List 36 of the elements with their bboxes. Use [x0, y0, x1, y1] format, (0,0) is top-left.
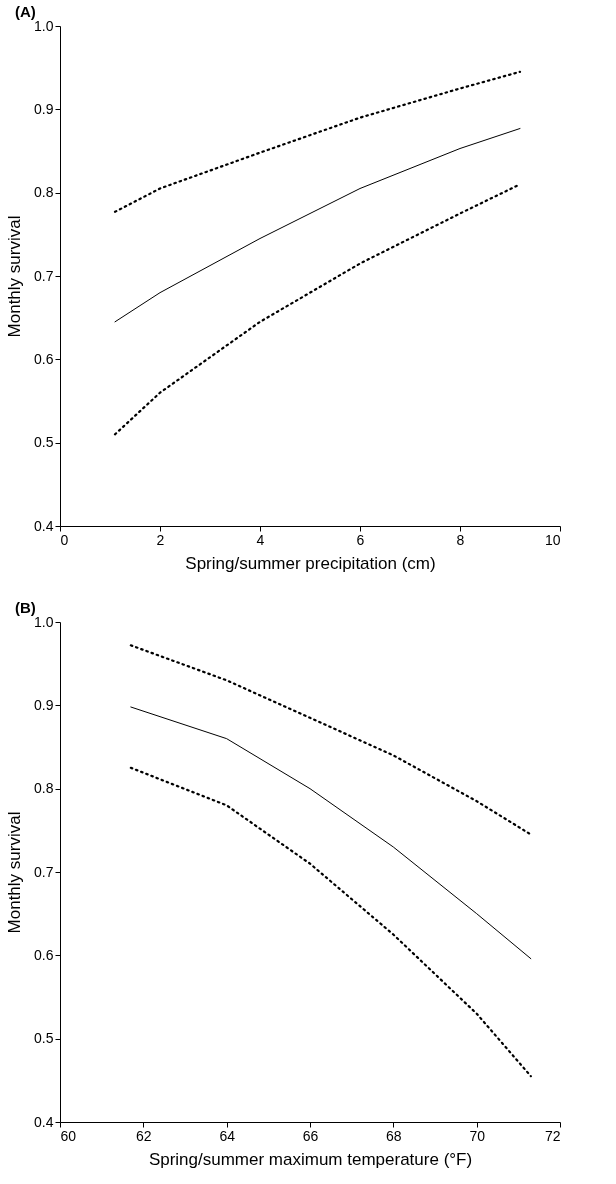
x-tick-label: 8	[456, 531, 465, 548]
x-tick-label: 6	[356, 531, 365, 548]
y-tick-label: 0.4	[34, 517, 54, 534]
line-series	[114, 128, 521, 323]
y-tick-label: 0.6	[34, 350, 54, 367]
x-tick-label: 2	[156, 531, 165, 548]
x-tick-label: 70	[469, 1127, 486, 1144]
x-axis-title: Spring/summer maximum temperature (°F)	[148, 1149, 473, 1169]
x-tick-label: 62	[136, 1127, 152, 1144]
y-tick-label: 0.9	[34, 100, 54, 117]
x-tick-label: 60	[60, 1127, 77, 1144]
y-axis-title: Monthly survival	[5, 215, 25, 338]
y-tick-label: 0.7	[34, 267, 54, 284]
line-series	[130, 706, 532, 960]
y-tick-label: 0.8	[34, 780, 54, 797]
y-tick-label: 0.7	[34, 863, 54, 880]
line-series	[113, 70, 522, 213]
x-tick-label: 4	[256, 531, 265, 548]
y-axis-title: Monthly survival	[5, 811, 25, 934]
x-tick-label: 10	[544, 531, 561, 548]
y-tick-label: 0.4	[34, 1113, 54, 1130]
x-axis-title: Spring/summer precipitation (cm)	[185, 553, 436, 573]
x-tick-label: 0	[60, 531, 69, 548]
line-series	[129, 644, 532, 836]
line-series	[129, 766, 532, 1078]
chart-title: (A)	[15, 3, 36, 20]
x-tick-label: 64	[219, 1127, 236, 1144]
chart-title: (B)	[15, 599, 36, 616]
y-tick-label: 0.5	[34, 1030, 54, 1047]
x-tick-label: 66	[302, 1127, 319, 1144]
y-tick-label: 0.8	[34, 184, 54, 201]
x-tick-label: 72	[544, 1127, 561, 1144]
y-tick-label: 0.9	[34, 696, 54, 713]
x-tick-label: 68	[386, 1127, 402, 1144]
y-tick-label: 0.5	[34, 434, 54, 451]
y-tick-label: 0.6	[34, 946, 54, 963]
